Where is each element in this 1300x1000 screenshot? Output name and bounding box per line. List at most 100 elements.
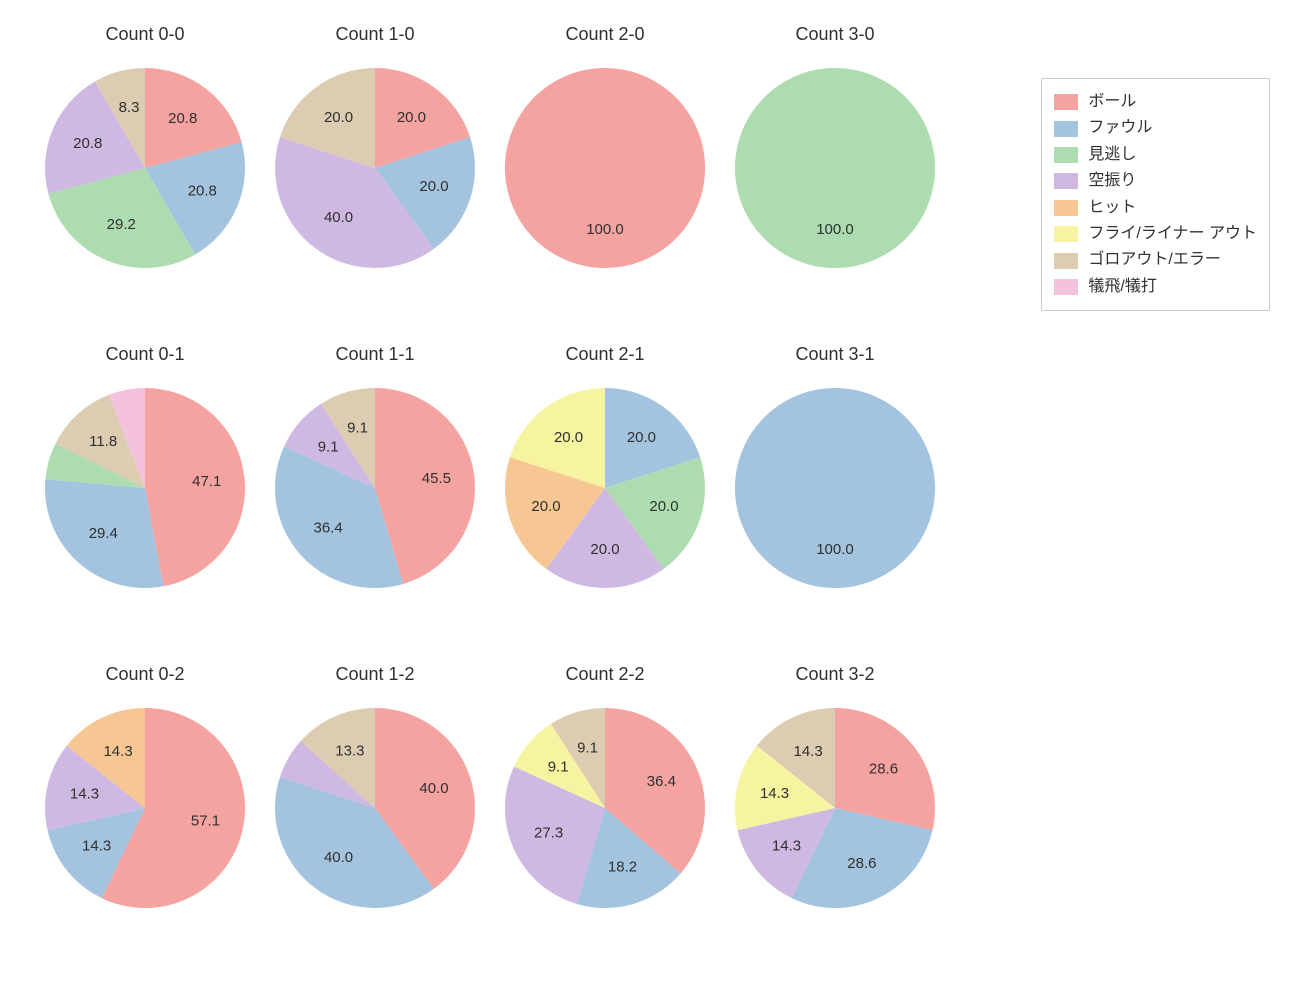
- chart-title: Count 2-0: [565, 24, 644, 45]
- pie-chart: 57.1 14.3 14.3 14.3: [30, 693, 260, 923]
- legend-swatch: [1054, 94, 1078, 110]
- slice-label: 28.6: [847, 855, 876, 872]
- pie-chart: 100.0: [720, 373, 950, 603]
- chart-title: Count 0-1: [105, 344, 184, 365]
- pie-grid: Count 0-020.820.829.220.88.3Count 1-020.…: [30, 10, 930, 970]
- legend-item: ヒット: [1054, 195, 1257, 221]
- slice-label: 47.1: [192, 473, 221, 490]
- pie-cell: Count 0-020.820.829.220.88.3: [30, 10, 260, 330]
- legend-label: フライ/ライナー アウト: [1088, 221, 1257, 247]
- chart-title: Count 1-2: [335, 664, 414, 685]
- pie-cell: Count 3-2 28.6 28.6 14.3 14.3 14.3: [720, 650, 950, 970]
- pie-chart: 100.0: [490, 53, 720, 283]
- slice-label: 20.0: [324, 109, 353, 126]
- slice-label: 28.6: [869, 760, 898, 777]
- pie-chart: 47.1 29.4 11.8: [30, 373, 260, 603]
- slice-label: 36.4: [647, 773, 676, 790]
- slice-label: 13.3: [335, 742, 364, 759]
- slice-label: 9.1: [318, 438, 339, 455]
- pie-slice: [735, 68, 935, 268]
- legend-item: ボール: [1054, 89, 1257, 115]
- slice-label: 20.0: [627, 429, 656, 446]
- chart-title: Count 0-2: [105, 664, 184, 685]
- legend-item: 空振り: [1054, 168, 1257, 194]
- pie-cell: Count 1-0 20.0 20.0 40.0 20.0: [260, 10, 490, 330]
- slice-label: 100.0: [816, 221, 854, 238]
- pie-cell: Count 2-0 100.0: [490, 10, 720, 330]
- slice-label: 9.1: [347, 419, 368, 436]
- slice-label: 14.3: [760, 785, 789, 802]
- slice-label: 40.0: [324, 209, 353, 226]
- pie-chart: 100.0: [720, 53, 950, 283]
- legend-label: 見逃し: [1088, 142, 1136, 168]
- slice-label: 20.8: [188, 183, 217, 200]
- chart-title: Count 3-0: [795, 24, 874, 45]
- slice-label: 9.1: [577, 739, 598, 756]
- slice-label: 14.3: [70, 785, 99, 802]
- slice-label: 57.1: [191, 813, 220, 830]
- legend-swatch: [1054, 226, 1078, 242]
- chart-title: Count 1-1: [335, 344, 414, 365]
- chart-title: Count 3-1: [795, 344, 874, 365]
- slice-label: 14.3: [793, 743, 822, 760]
- slice-label: 14.3: [103, 743, 132, 760]
- legend-label: ゴロアウト/エラー: [1088, 247, 1220, 273]
- slice-label: 8.3: [119, 99, 140, 116]
- legend-label: ファウル: [1088, 115, 1152, 141]
- pie-cell: Count 1-145.536.49.19.1: [260, 330, 490, 650]
- slice-label: 14.3: [772, 838, 801, 855]
- legend-swatch: [1054, 121, 1078, 137]
- legend-item: 犠飛/犠打: [1054, 274, 1257, 300]
- pie-slice: [735, 388, 935, 588]
- chart-title: Count 2-1: [565, 344, 644, 365]
- slice-label: 29.4: [89, 525, 118, 542]
- pie-chart: 28.6 28.6 14.3 14.3 14.3: [720, 693, 950, 923]
- slice-label: 9.1: [548, 758, 569, 775]
- chart-title: Count 0-0: [105, 24, 184, 45]
- slice-label: 11.8: [89, 433, 117, 450]
- slice-label: 45.5: [422, 470, 451, 487]
- pie-chart: 20.820.829.220.88.3: [30, 53, 260, 283]
- chart-title: Count 1-0: [335, 24, 414, 45]
- legend-swatch: [1054, 200, 1078, 216]
- slice-label: 29.2: [107, 216, 136, 233]
- legend-label: 空振り: [1088, 168, 1136, 194]
- pie-cell: Count 3-0 100.0: [720, 10, 950, 330]
- chart-title: Count 2-2: [565, 664, 644, 685]
- pie-cell: Count 2-120.020.020.020.020.0: [490, 330, 720, 650]
- legend-swatch: [1054, 279, 1078, 295]
- slice-label: 20.8: [168, 110, 197, 127]
- legend-swatch: [1054, 173, 1078, 189]
- legend-swatch: [1054, 147, 1078, 163]
- slice-label: 20.0: [419, 178, 448, 195]
- slice-label: 20.0: [649, 498, 678, 515]
- slice-label: 40.0: [419, 780, 448, 797]
- slice-label: 27.3: [534, 825, 563, 842]
- slice-label: 20.0: [590, 541, 619, 558]
- legend: ボールファウル見逃し空振りヒットフライ/ライナー アウトゴロアウト/エラー犠飛/…: [1041, 78, 1270, 311]
- legend-label: ヒット: [1088, 195, 1136, 221]
- slice-label: 18.2: [608, 858, 637, 875]
- chart-title: Count 3-2: [795, 664, 874, 685]
- slice-label: 20.0: [397, 109, 426, 126]
- slice-label: 40.0: [324, 849, 353, 866]
- legend-swatch: [1054, 253, 1078, 269]
- slice-label: 100.0: [586, 221, 624, 238]
- pie-chart: 36.4 18.2 27.3 9.1 9.1: [490, 693, 720, 923]
- slice-label: 20.0: [554, 429, 583, 446]
- pie-cell: Count 0-2 57.1 14.3 14.3 14.3: [30, 650, 260, 970]
- pie-chart: 45.536.49.19.1: [260, 373, 490, 603]
- pie-chart: 20.0 20.0 40.0 20.0: [260, 53, 490, 283]
- slice-label: 14.3: [82, 838, 111, 855]
- pie-slice: [505, 68, 705, 268]
- slice-label: 100.0: [816, 541, 854, 558]
- legend-item: ゴロアウト/エラー: [1054, 247, 1257, 273]
- legend-item: フライ/ライナー アウト: [1054, 221, 1257, 247]
- figure-canvas: Count 0-020.820.829.220.88.3Count 1-020.…: [0, 0, 1300, 1000]
- pie-chart: 40.0 40.0 13.3: [260, 693, 490, 923]
- legend-label: ボール: [1088, 89, 1136, 115]
- pie-chart: 20.020.020.020.020.0: [490, 373, 720, 603]
- pie-cell: Count 2-2 36.4 18.2 27.3 9.1 9.1: [490, 650, 720, 970]
- pie-cell: Count 3-1 100.0: [720, 330, 950, 650]
- legend-item: ファウル: [1054, 115, 1257, 141]
